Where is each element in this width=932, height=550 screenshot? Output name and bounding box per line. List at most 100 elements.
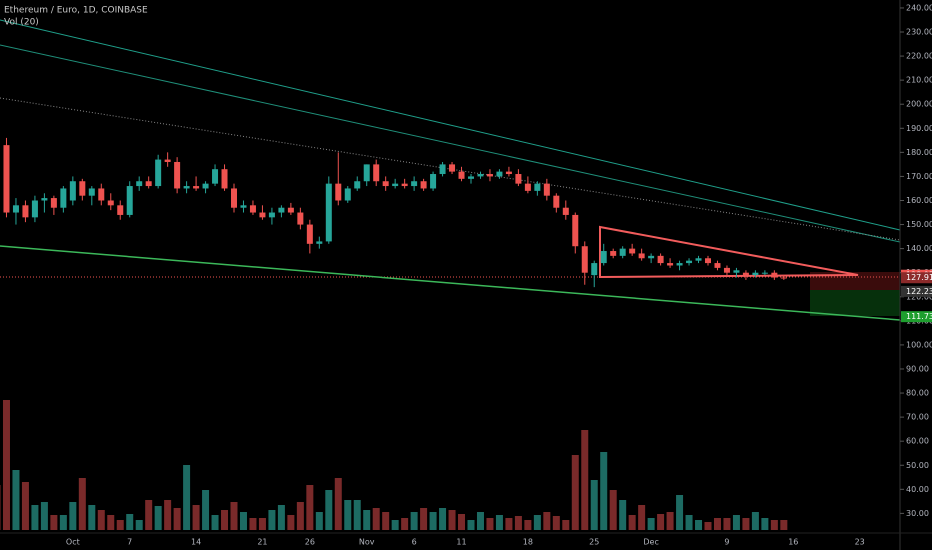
candle-body (401, 183, 408, 187)
candle-body (705, 258, 711, 264)
y-tick-label: 230.00 (906, 28, 932, 37)
candle-body (278, 207, 285, 213)
volume-bar (600, 452, 608, 530)
volume-bar (495, 515, 503, 530)
volume-bar (353, 500, 361, 530)
volume-bar (742, 518, 750, 530)
stop-zone (810, 272, 900, 290)
candle-body (69, 181, 76, 201)
triangle (599, 225, 859, 279)
volume-bar (154, 506, 162, 530)
x-tick-label: 11 (456, 538, 466, 547)
candle-body (3, 145, 10, 213)
candle-body (752, 272, 759, 276)
volume-bar (429, 512, 437, 530)
volume-bar (401, 518, 409, 530)
volume-bar (334, 478, 342, 530)
candle-body (79, 181, 86, 196)
volume-bar (296, 502, 304, 530)
volume-bar (458, 514, 466, 530)
volume-bar (751, 512, 759, 530)
candle-body (439, 164, 446, 175)
candle-body (335, 183, 342, 201)
candle-body (486, 174, 493, 177)
candle-body (638, 253, 645, 259)
y-tick-label: 170.00 (906, 172, 932, 181)
volume-bar (695, 520, 703, 530)
volume-bar (609, 490, 617, 530)
volume-bar (732, 515, 740, 530)
candle-body (325, 183, 332, 242)
x-tick-label: 9 (724, 538, 729, 547)
candle-body (60, 188, 67, 208)
candle-body (449, 164, 456, 172)
candle-body (411, 181, 418, 187)
candle-body (648, 255, 655, 259)
x-tick-label: 16 (788, 538, 798, 547)
candle-body (136, 181, 143, 187)
candle-body (562, 207, 569, 215)
volume-bar (268, 510, 276, 530)
price-label: 127.91 (906, 273, 932, 282)
candle-body (212, 169, 219, 184)
y-tick-label: 210.00 (906, 76, 932, 85)
y-tick-label: 200.00 (906, 100, 932, 109)
candle-body (695, 258, 702, 261)
volume-bar (657, 514, 665, 530)
y-tick-label: 60.00 (906, 437, 929, 446)
volume-bar (0, 485, 1, 530)
volume-bar (552, 516, 560, 530)
price-label-bg (901, 272, 932, 284)
volume-bar (135, 520, 143, 530)
candle-body (155, 159, 162, 187)
volume-bar (391, 520, 399, 530)
candle-body (316, 241, 323, 244)
trend-line (0, 97, 901, 241)
candle-body (610, 251, 617, 256)
volume-bar (780, 520, 788, 530)
support-line (0, 245, 901, 321)
y-tick-label: 190.00 (906, 124, 932, 133)
volume-bar (467, 520, 475, 530)
candle-body (742, 272, 749, 276)
candle-body (373, 164, 380, 182)
candle-body (107, 200, 114, 206)
candle-body (676, 263, 683, 266)
volume-bar (202, 490, 210, 530)
x-tick-label: Oct (66, 538, 80, 547)
candle-body (572, 214, 579, 247)
volume-bar (590, 480, 598, 530)
candle-body (619, 248, 626, 256)
volume-bar (315, 512, 323, 530)
candle-body (591, 263, 598, 276)
candle-body (297, 212, 304, 225)
volume-bar (211, 515, 219, 530)
x-tick-label: 21 (257, 538, 267, 547)
volume-bar (410, 512, 418, 530)
target-zone (810, 290, 900, 316)
volume-bar (638, 505, 646, 530)
volume-bar (183, 465, 191, 530)
y-tick-label: 80.00 (906, 389, 929, 398)
candle-body (600, 251, 607, 264)
trend-line (0, 44, 901, 243)
volume-bar (258, 518, 266, 530)
candle-body (344, 188, 351, 201)
candle-body (287, 207, 294, 213)
y-tick-label: 220.00 (906, 52, 932, 61)
candle-body (202, 183, 209, 189)
volume-bar (192, 505, 200, 530)
volume-bar (287, 515, 295, 530)
candle-body (164, 159, 171, 162)
volume-bar (59, 515, 67, 530)
candle-body (354, 181, 361, 189)
candle-body (420, 181, 427, 189)
volume-bar (69, 502, 77, 530)
volume-bar (306, 485, 314, 530)
volume-bar (420, 508, 428, 530)
volume-bar (173, 508, 181, 530)
volume-bar (12, 470, 20, 530)
candle-body (468, 176, 474, 179)
